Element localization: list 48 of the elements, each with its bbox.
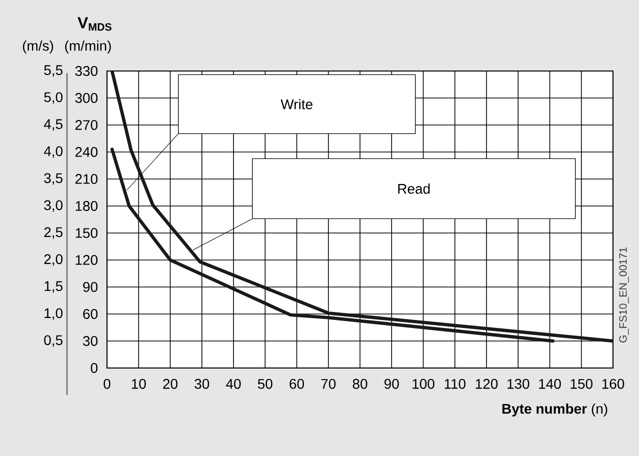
x-tick-label: 140	[539, 378, 561, 389]
x-tick-label: 130	[508, 378, 530, 389]
x-tick-label: 150	[570, 378, 592, 389]
y-tick-label: 0	[90, 363, 98, 373]
y-tick-label: 90	[83, 282, 98, 292]
x-tick-label: 80	[352, 378, 368, 389]
y-tick-label: 240	[75, 147, 98, 157]
y2-axis-title: (m/s)	[22, 40, 54, 54]
y-tick-label: 210	[75, 174, 98, 184]
y2-tick-label: 4,5	[44, 119, 62, 131]
y2-tick-label: 5,0	[44, 92, 63, 104]
x-tick-label: 0	[104, 378, 110, 389]
y2-tick-label: 2,0	[44, 254, 63, 266]
y-tick-label: 30	[83, 336, 98, 346]
y-tick-label: 330	[75, 66, 98, 76]
y2-tick-label: 5,5	[44, 65, 62, 77]
line-series	[110, 71, 613, 343]
y2-tick-label: 3,0	[44, 200, 63, 212]
y2-tick-label: 2,5	[44, 227, 62, 239]
y-tick-label: 180	[76, 201, 98, 211]
y-tick-label: 270	[75, 120, 98, 130]
x-tick-label: 60	[290, 378, 304, 389]
x-tick-label: 100	[412, 378, 434, 389]
x-tick-label: 50	[258, 378, 272, 389]
y-tick-label: 60	[83, 309, 98, 319]
x-tick-label: 70	[321, 378, 336, 389]
x-tick-label: 110	[444, 378, 466, 389]
text: G_FS10_EN_00171	[619, 247, 629, 342]
annotation: Write	[280, 99, 312, 110]
x-tick-label: 40	[226, 378, 241, 389]
x-tick-label: 90	[384, 378, 399, 389]
y2-tick-label: 4,0	[44, 146, 63, 158]
x-axis-title: Byte number (n)	[502, 403, 608, 417]
y-axis-title: (m/min)	[65, 40, 111, 54]
x-tick-label: 20	[163, 378, 178, 389]
y2-tick-label: 3,5	[44, 173, 62, 185]
x-tick-label: 30	[194, 378, 210, 389]
y2-tick-label: 1,0	[44, 308, 63, 320]
y2-tick-label: 0,5	[44, 335, 62, 347]
chart-title: V$_{MDS}$	[78, 17, 112, 31]
x-tick-label: 160	[602, 378, 624, 389]
y-tick-label: 150	[76, 228, 98, 238]
x-tick-label: 120	[476, 378, 498, 389]
y-tick-label: 300	[75, 93, 98, 103]
y2-tick-label: 1,5	[44, 281, 62, 293]
x-tick-label: 10	[132, 378, 146, 389]
y-tick-label: 120	[76, 255, 98, 265]
annotation: Read	[398, 184, 430, 194]
